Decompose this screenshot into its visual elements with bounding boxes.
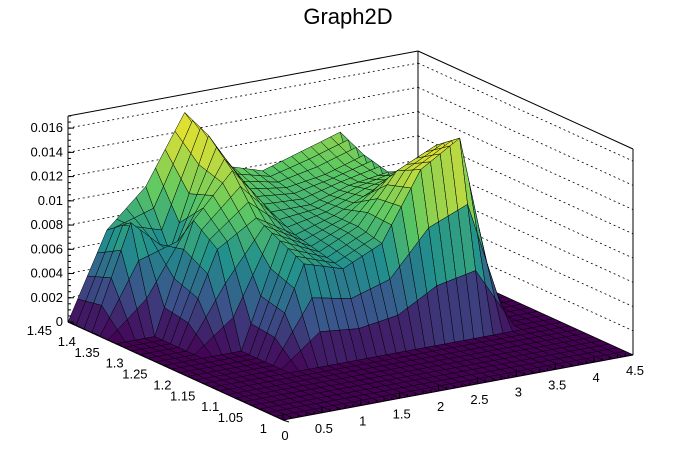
back-wall-grid-line [67, 86, 419, 153]
y-minor-tick [220, 391, 225, 394]
x-tick-label: 1.5 [393, 406, 411, 421]
y-tick-label: 1.4 [58, 334, 76, 349]
x-axis-line [282, 354, 634, 421]
z-tick-label: 0 [56, 314, 63, 329]
x-tick-label: 3 [515, 385, 522, 400]
y-minor-tick [211, 386, 215, 389]
x-tick-label: 2 [437, 399, 444, 414]
x-tick-label: 4 [592, 370, 599, 385]
back-wall-grid-line [67, 111, 419, 177]
y-minor-tick [82, 328, 86, 331]
x-tick-label: 0 [281, 428, 288, 443]
y-tick-label: 1.2 [153, 377, 171, 392]
y-minor-tick [129, 349, 134, 352]
y-minor-tick [110, 341, 115, 344]
y-minor-tick [254, 406, 258, 409]
y-minor-tick [96, 334, 100, 337]
y-minor-tick [106, 338, 110, 341]
y-minor-tick [273, 415, 277, 418]
y-minor-tick [86, 330, 91, 333]
y-tick-label: 1.05 [218, 410, 243, 425]
y-minor-tick [258, 408, 263, 411]
z-tick-label: 0.008 [30, 217, 63, 232]
z-tick-label: 0.016 [30, 120, 63, 135]
side-wall-grid-line [417, 208, 634, 307]
y-minor-tick [201, 382, 205, 385]
y-minor-tick [249, 404, 253, 407]
y-minor-tick [163, 365, 167, 368]
back-wall-grid-line [67, 135, 419, 202]
y-minor-tick [268, 412, 272, 415]
y-minor-tick [120, 345, 124, 348]
y-minor-tick [225, 393, 229, 396]
side-wall-grid-line [417, 135, 634, 235]
y-minor-tick [239, 399, 244, 402]
y-minor-tick [177, 371, 182, 374]
y-tick-label: 1.45 [27, 323, 52, 338]
back-top-edge [67, 50, 419, 117]
y-minor-tick [244, 402, 248, 405]
y-minor-tick [263, 410, 268, 413]
y-minor-tick [125, 347, 129, 350]
z-tick-label: 0.014 [30, 144, 63, 159]
y-minor-tick [172, 369, 177, 372]
surface-mesh [67, 112, 634, 421]
y-minor-tick [149, 358, 153, 361]
y-minor-tick [101, 336, 105, 339]
x-tick-label: 3.5 [548, 377, 566, 392]
y-minor-tick [139, 354, 143, 357]
y-tick-label: 1.35 [74, 345, 99, 360]
side-wall-grid-line [417, 62, 634, 162]
y-tick-label: 1 [260, 421, 267, 436]
chart-title: Graph2D [303, 4, 393, 29]
back-wall-grid-line [67, 62, 419, 129]
y-minor-tick [235, 397, 239, 400]
x-tick-label: 4.5 [626, 363, 644, 378]
y-tick-label: 1.3 [106, 356, 124, 371]
y-minor-tick [206, 384, 210, 387]
y-minor-tick [144, 356, 148, 359]
y-minor-tick [77, 325, 81, 328]
y-tick-label: 1.15 [170, 388, 195, 403]
y-minor-tick [168, 367, 172, 370]
side-wall-grid-line [417, 183, 634, 283]
z-tick-label: 0.01 [38, 193, 63, 208]
side-wall-grid-line [417, 86, 634, 186]
y-minor-tick [134, 352, 139, 354]
y-minor-tick [187, 375, 191, 378]
z-tick-label: 0.012 [30, 169, 63, 184]
y-minor-tick [215, 389, 220, 391]
right-top-edge [417, 50, 634, 150]
side-wall-grid-line [417, 159, 634, 259]
y-minor-tick [278, 417, 282, 420]
z-tick-label: 0.006 [30, 241, 63, 256]
x-tick-label: 0.5 [315, 421, 333, 436]
y-minor-tick [182, 373, 186, 376]
y-minor-tick [192, 378, 196, 381]
y-minor-tick [115, 343, 119, 346]
side-wall-grid-line [417, 111, 634, 210]
y-minor-tick [230, 395, 234, 398]
y-minor-tick [158, 362, 162, 365]
z-tick-label: 0.004 [30, 266, 63, 281]
y-minor-tick [67, 321, 72, 324]
side-wall-grid-line [417, 232, 634, 332]
y-minor-tick [282, 419, 287, 422]
axis-ticks: 0 0.002 0.004 0.006 0.008 0.01 0.012 0.014 0.016… [27, 115, 644, 443]
x-tick-label: 2.5 [470, 392, 488, 407]
y-minor-tick [153, 360, 158, 363]
y-tick-label: 1.25 [122, 367, 147, 382]
x-tick-label: 1 [359, 414, 366, 429]
y-minor-tick [72, 323, 76, 326]
y-minor-tick [91, 332, 96, 335]
y-minor-tick [196, 380, 201, 383]
z-tick-label: 0.002 [30, 290, 63, 305]
y-tick-label: 1.1 [201, 399, 219, 414]
